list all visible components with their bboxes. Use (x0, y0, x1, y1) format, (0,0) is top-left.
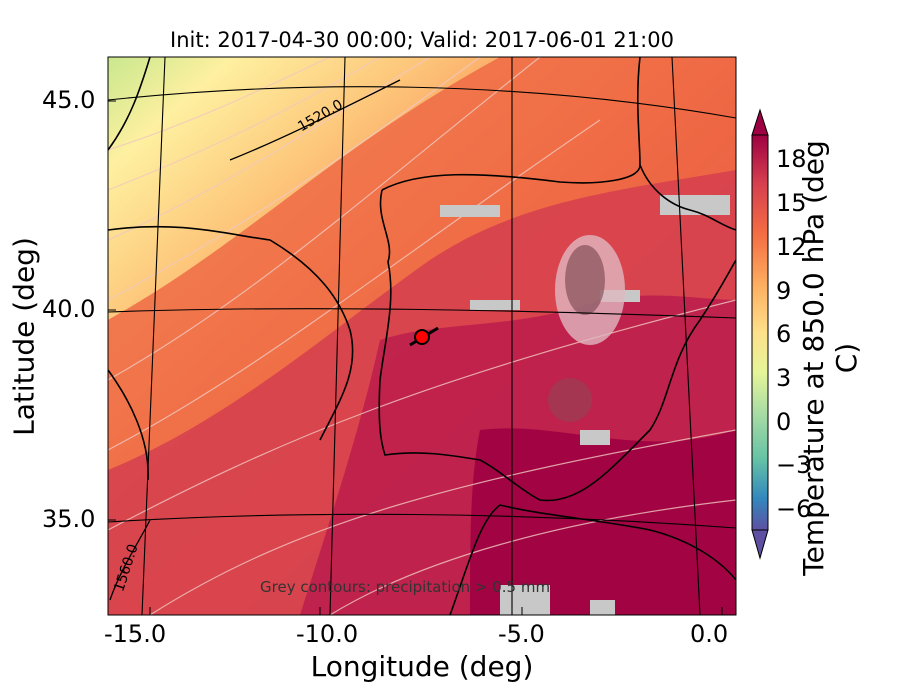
colorbar-tick-label: 9 (776, 277, 792, 305)
precipitation-cluster (548, 235, 625, 422)
colorbar-tick-label: 12 (776, 233, 807, 261)
colorbar-tick-label: 15 (776, 189, 807, 217)
y-tick-label: 35.0 (42, 505, 96, 533)
x-axis-label: Longitude (deg) (310, 650, 534, 683)
y-tick-label: 45.0 (42, 86, 96, 114)
x-tick-label: -5.0 (498, 620, 545, 648)
x-tick-label: 0.0 (690, 620, 729, 648)
precip-note: Grey contours: precipitation > 0.5 mm (260, 578, 551, 596)
location-marker (409, 326, 439, 347)
colorbar-tick-label: 0 (776, 408, 792, 436)
colorbar-tick-label: 6 (776, 320, 792, 348)
colorbar-tick-label: −3 (776, 451, 812, 479)
map-frame (107, 56, 737, 616)
x-tick-label: -10.0 (296, 620, 359, 648)
graticule (108, 57, 736, 615)
y-axis-label: Latitude (deg) (7, 237, 41, 436)
colorbar-tick-label: 18 (776, 145, 807, 173)
colorbar (751, 108, 769, 560)
x-tick-label: -15.0 (104, 620, 167, 648)
geopotential-contours (108, 57, 736, 615)
coastlines (108, 57, 736, 615)
y-tick-label: 40.0 (42, 295, 96, 323)
main-contours (109, 79, 401, 601)
axis-ticks (108, 100, 723, 615)
plot-title: Init: 2017-04-30 00:00; Valid: 2017-06-0… (170, 28, 674, 52)
colorbar-tick-label: −6 (776, 495, 812, 523)
colorbar-tick-label: 3 (776, 364, 792, 392)
